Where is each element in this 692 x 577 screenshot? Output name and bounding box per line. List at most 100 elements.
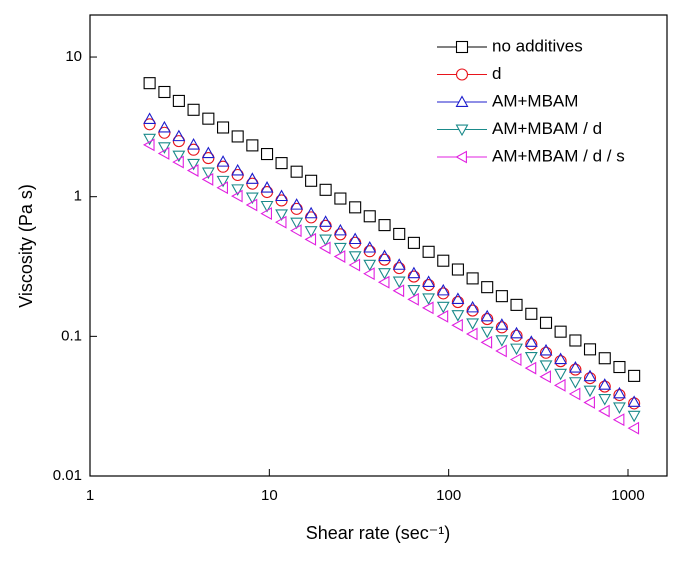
- data-point: [246, 139, 259, 152]
- data-point: [451, 296, 464, 309]
- data-point: [304, 226, 318, 238]
- legend-label: AM+MBAM / d / s: [492, 146, 625, 165]
- data-point: [143, 112, 157, 124]
- data-point: [525, 338, 538, 351]
- data-point: [202, 112, 215, 125]
- data-point: [348, 258, 361, 272]
- data-point: [480, 309, 494, 322]
- data-point: [436, 283, 450, 296]
- data-point: [613, 386, 626, 399]
- data-point: [378, 253, 391, 266]
- data-point: [260, 200, 274, 213]
- data-point: [275, 209, 288, 221]
- legend-label: AM+MBAM: [492, 91, 578, 110]
- x-tick-label: 10: [261, 487, 278, 504]
- data-point: [333, 250, 346, 263]
- y-tick-label: 10: [65, 48, 82, 65]
- data-point: [363, 210, 376, 223]
- data-point: [216, 175, 230, 188]
- data-point: [539, 343, 553, 356]
- data-point: [466, 300, 480, 313]
- data-point: [231, 189, 243, 203]
- data-point: [334, 228, 347, 241]
- data-point: [274, 215, 287, 229]
- data-point: [378, 268, 391, 280]
- data-point: [583, 385, 597, 398]
- data-point: [172, 150, 186, 163]
- data-point: [613, 360, 626, 374]
- y-tick-label: 0.01: [53, 467, 82, 484]
- data-point: [231, 184, 245, 196]
- data-point: [318, 241, 331, 255]
- data-point: [583, 369, 597, 382]
- data-point: [481, 281, 494, 294]
- data-point: [319, 234, 333, 247]
- data-point: [172, 129, 186, 142]
- data-point: [319, 183, 332, 196]
- x-tick-label: 1000: [611, 487, 644, 504]
- data-point: [524, 351, 538, 364]
- data-point: [583, 372, 597, 385]
- data-point: [378, 249, 391, 262]
- data-point: [407, 292, 419, 306]
- data-point: [245, 198, 258, 212]
- data-point: [422, 278, 435, 292]
- data-point: [495, 344, 507, 358]
- data-point: [480, 326, 494, 339]
- data-point: [143, 77, 156, 90]
- data-point: [554, 352, 568, 365]
- data-point: [216, 155, 230, 167]
- data-point: [217, 121, 230, 134]
- data-point: [187, 158, 200, 171]
- data-point: [495, 335, 509, 347]
- data-point: [583, 396, 595, 409]
- data-point: [245, 172, 259, 184]
- data-point: [554, 325, 567, 338]
- y-tick-label: 0.1: [61, 327, 82, 344]
- data-point: [275, 157, 288, 170]
- y-axis-label: Viscosity (Pa s): [16, 184, 36, 308]
- data-point: [187, 143, 200, 156]
- data-point: [628, 369, 641, 382]
- data-point: [304, 206, 318, 219]
- data-point: [598, 404, 610, 418]
- data-point: [568, 377, 582, 389]
- data-point: [568, 387, 581, 401]
- legend-label: AM+MBAM / d: [492, 119, 602, 138]
- data-point: [495, 290, 508, 303]
- data-point: [157, 142, 171, 154]
- data-point: [627, 395, 641, 407]
- data-point: [333, 223, 347, 236]
- data-point: [142, 138, 155, 152]
- y-tick-label: 1: [74, 188, 82, 205]
- data-point: [598, 380, 611, 393]
- data-point: [481, 313, 494, 326]
- data-point: [553, 378, 566, 392]
- data-point: [290, 165, 303, 178]
- data-point: [319, 215, 333, 227]
- data-point: [451, 292, 465, 304]
- data-point: [393, 262, 406, 275]
- x-tick-label: 1: [86, 487, 94, 504]
- data-point: [231, 163, 245, 176]
- data-point: [201, 146, 215, 159]
- data-point: [217, 160, 230, 173]
- data-point: [157, 147, 170, 160]
- legend-marker: [455, 95, 469, 107]
- data-point: [363, 240, 377, 253]
- data-point: [305, 174, 318, 187]
- data-point: [363, 245, 376, 258]
- data-point: [304, 232, 317, 246]
- data-point: [569, 363, 582, 376]
- legend-label: no additives: [492, 36, 583, 55]
- data-point: [421, 301, 434, 315]
- data-point: [509, 353, 522, 366]
- data-point: [349, 236, 362, 249]
- data-point: [260, 207, 272, 221]
- data-point: [598, 394, 612, 406]
- data-point: [393, 227, 406, 241]
- data-point: [158, 85, 171, 99]
- data-point: [436, 309, 449, 323]
- data-point: [143, 118, 156, 131]
